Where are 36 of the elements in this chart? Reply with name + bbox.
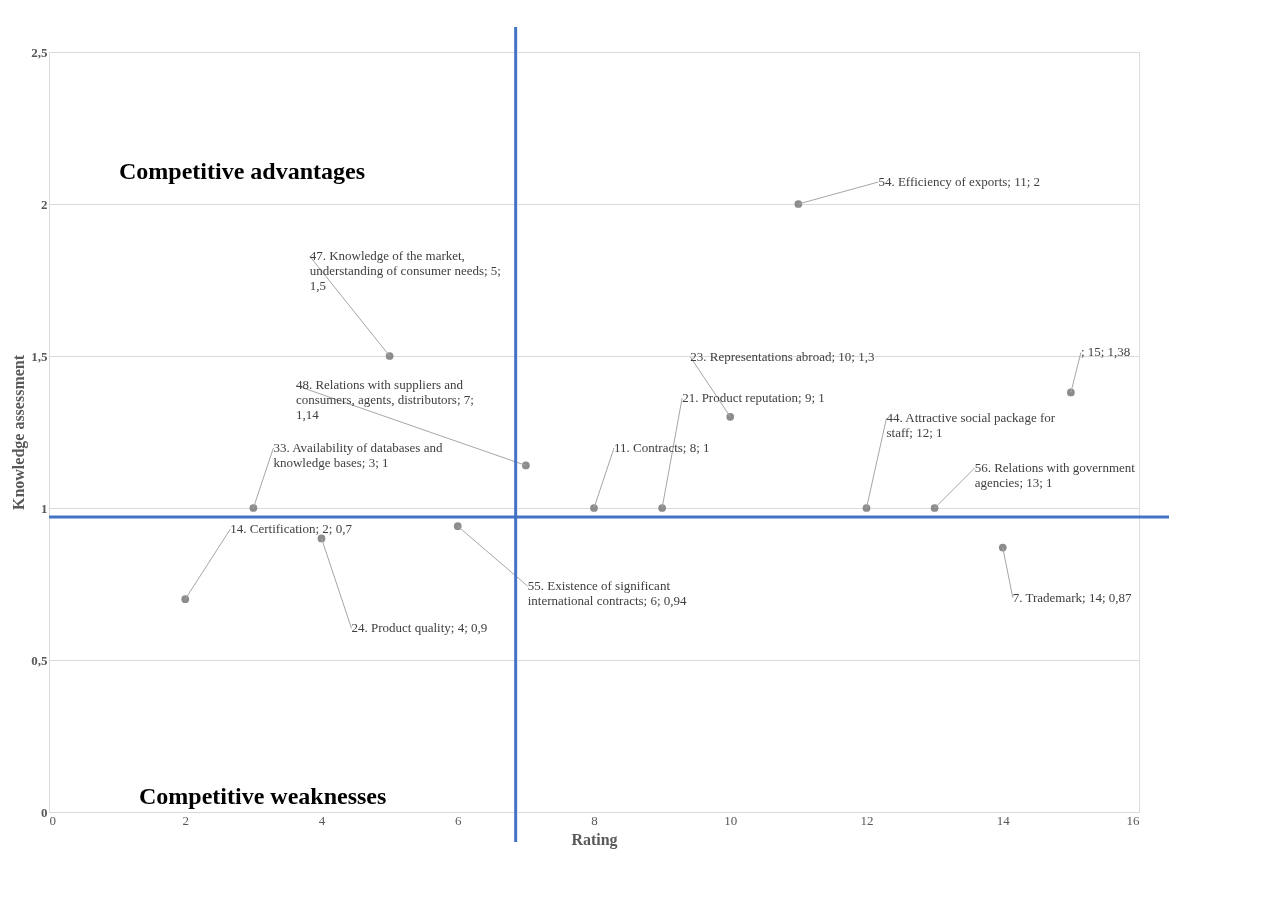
data-label: 24. Product quality; 4; 0,9 <box>351 620 488 636</box>
x-tick-label: 10 <box>724 812 738 828</box>
data-label: ; 15; 1,38 <box>1080 344 1131 360</box>
x-tick-label: 4 <box>318 812 326 828</box>
y-tick-label: 1 <box>41 500 48 516</box>
x-tick-label: 12 <box>860 812 874 828</box>
data-label: 44. Attractive social package for staff; 12; 1 <box>886 410 1056 440</box>
annotation: Competitive weaknesses <box>139 783 387 809</box>
data-label: 11. Contracts; 8; 1 <box>614 440 710 455</box>
x-tick-label: 6 <box>455 812 462 828</box>
data-label: 14. Certification; 2; 0,7 <box>230 521 353 537</box>
data-label: 56. Relations with government agencies; 13; 1 <box>974 460 1136 490</box>
point <box>794 200 803 208</box>
data-label: 21. Product reputation; 9; 1 <box>682 390 825 405</box>
data-label: 33. Availability of databases and knowledge bases; 3; 1 <box>273 440 443 470</box>
y-tick-label: 0,5 <box>31 652 48 668</box>
data-label: 7. Trademark; 14; 0,87 <box>1012 589 1133 605</box>
y-tick-label: 2,5 <box>31 44 48 60</box>
x-tick-label: 16 <box>1126 812 1140 828</box>
y-tick-label: 1,5 <box>31 348 48 364</box>
point <box>249 504 258 512</box>
data-label: 47. Knowledge of the market, understanding of consumer needs; 5; 1,5 <box>309 248 501 293</box>
point <box>181 595 190 604</box>
x-tick-label: 8 <box>591 812 598 828</box>
x-axis-title: Rating <box>571 830 618 849</box>
data-label: 48. Relations with suppliers and consumers, agents, distributors; 7; 1,14 <box>295 377 474 423</box>
x-tick-label: 14 <box>996 812 1011 828</box>
data-label: 55. Existence of significant international contracts; 6; 0,94 <box>527 578 688 609</box>
annotation: Competitive advantages <box>119 158 365 184</box>
data-label: 23. Representations abroad; 10; 1,3 <box>690 348 875 364</box>
x-tick-label: 2 <box>182 812 189 828</box>
y-axis-title: Knowledge assessment <box>10 354 29 511</box>
data-label: 54. Efficiency of exports; 11; 2 <box>878 174 1041 189</box>
y-tick-label: 2 <box>41 196 48 212</box>
point <box>658 504 666 512</box>
point <box>385 352 394 360</box>
